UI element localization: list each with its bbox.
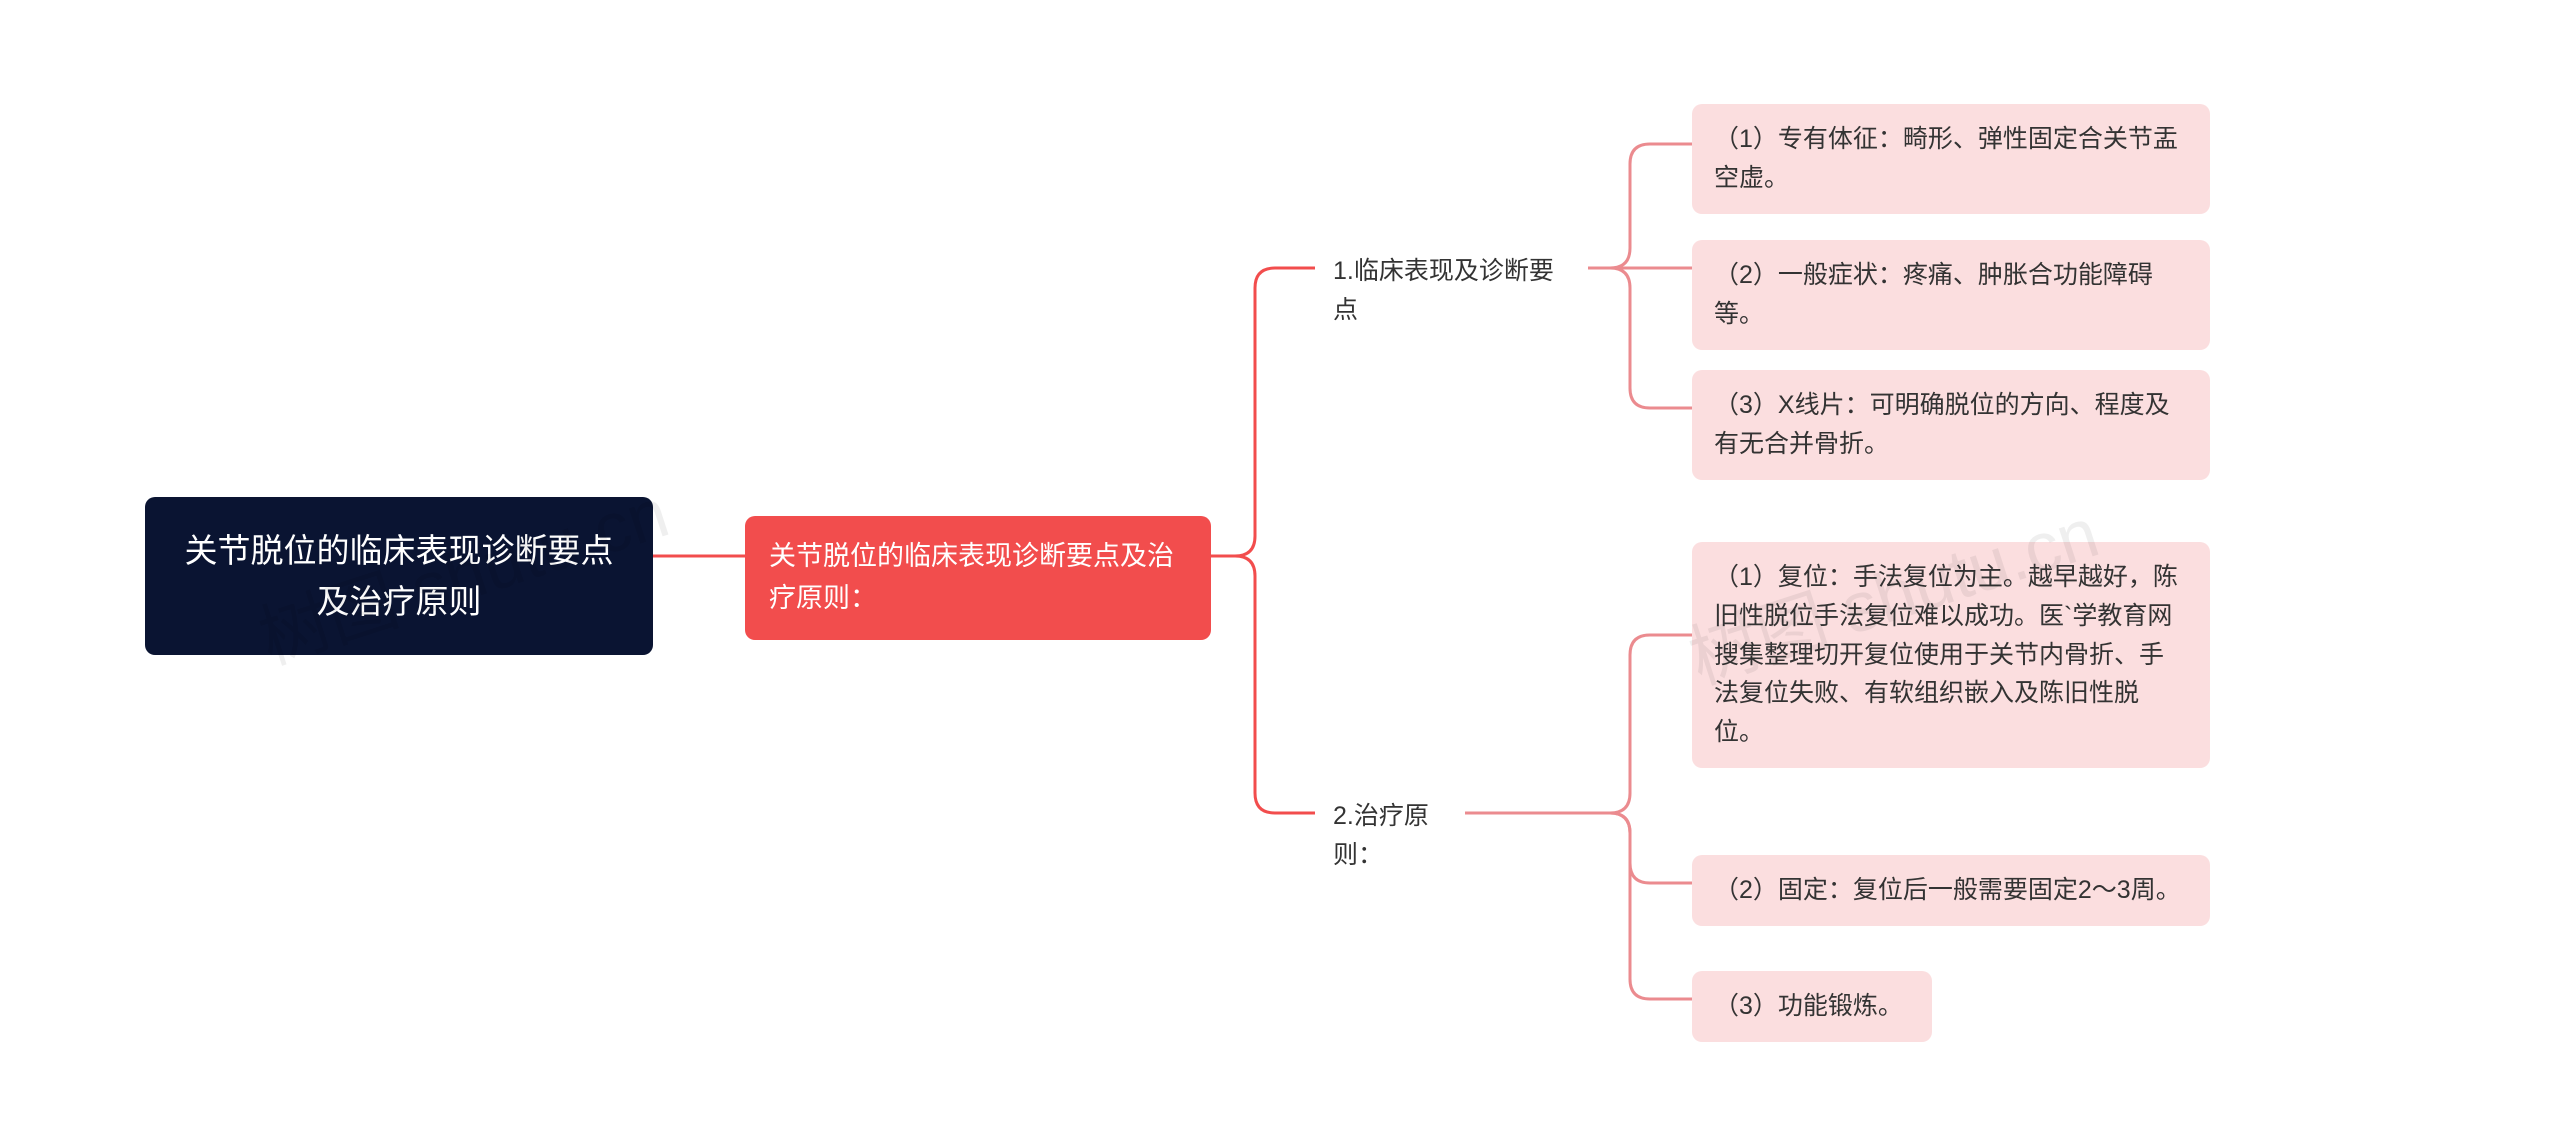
leaf-node-1-1: （1）专有体征：畸形、弹性固定合关节盂空虚。 (1692, 104, 2210, 214)
leaf-2-3-text: （3）功能锻炼。 (1714, 987, 1903, 1026)
branch-2-label: 2.治疗原则： (1333, 797, 1457, 875)
leaf-1-1-text: （1）专有体征：畸形、弹性固定合关节盂空虚。 (1714, 120, 2188, 198)
root-node: 关节脱位的临床表现诊断要点及治疗原则 (145, 497, 653, 655)
leaf-node-1-3: （3）X线片：可明确脱位的方向、程度及有无合并骨折。 (1692, 370, 2210, 480)
level1-label: 关节脱位的临床表现诊断要点及治疗原则： (769, 536, 1187, 620)
mindmap-canvas: 关节脱位的临床表现诊断要点及治疗原则 关节脱位的临床表现诊断要点及治疗原则： 1… (0, 0, 2560, 1135)
branch-1-label: 1.临床表现及诊断要点 (1333, 252, 1577, 330)
leaf-node-2-3: （3）功能锻炼。 (1692, 971, 1932, 1042)
branch-node-2: 2.治疗原则： (1315, 791, 1475, 881)
leaf-1-2-text: （2）一般症状：疼痛、肿胀合功能障碍等。 (1714, 256, 2188, 334)
leaf-1-3-text: （3）X线片：可明确脱位的方向、程度及有无合并骨折。 (1714, 386, 2188, 464)
leaf-node-1-2: （2）一般症状：疼痛、肿胀合功能障碍等。 (1692, 240, 2210, 350)
leaf-node-2-1: （1）复位：手法复位为主。越早越好，陈旧性脱位手法复位难以成功。医`学教育网搜集… (1692, 542, 2210, 768)
leaf-node-2-2: （2）固定：复位后一般需要固定2～3周。 (1692, 855, 2210, 926)
root-label: 关节脱位的临床表现诊断要点及治疗原则 (175, 525, 623, 627)
leaf-2-1-text: （1）复位：手法复位为主。越早越好，陈旧性脱位手法复位难以成功。医`学教育网搜集… (1714, 558, 2188, 752)
leaf-2-2-text: （2）固定：复位后一般需要固定2～3周。 (1714, 871, 2181, 910)
branch-node-1: 1.临床表现及诊断要点 (1315, 246, 1595, 336)
level1-node: 关节脱位的临床表现诊断要点及治疗原则： (745, 516, 1211, 640)
